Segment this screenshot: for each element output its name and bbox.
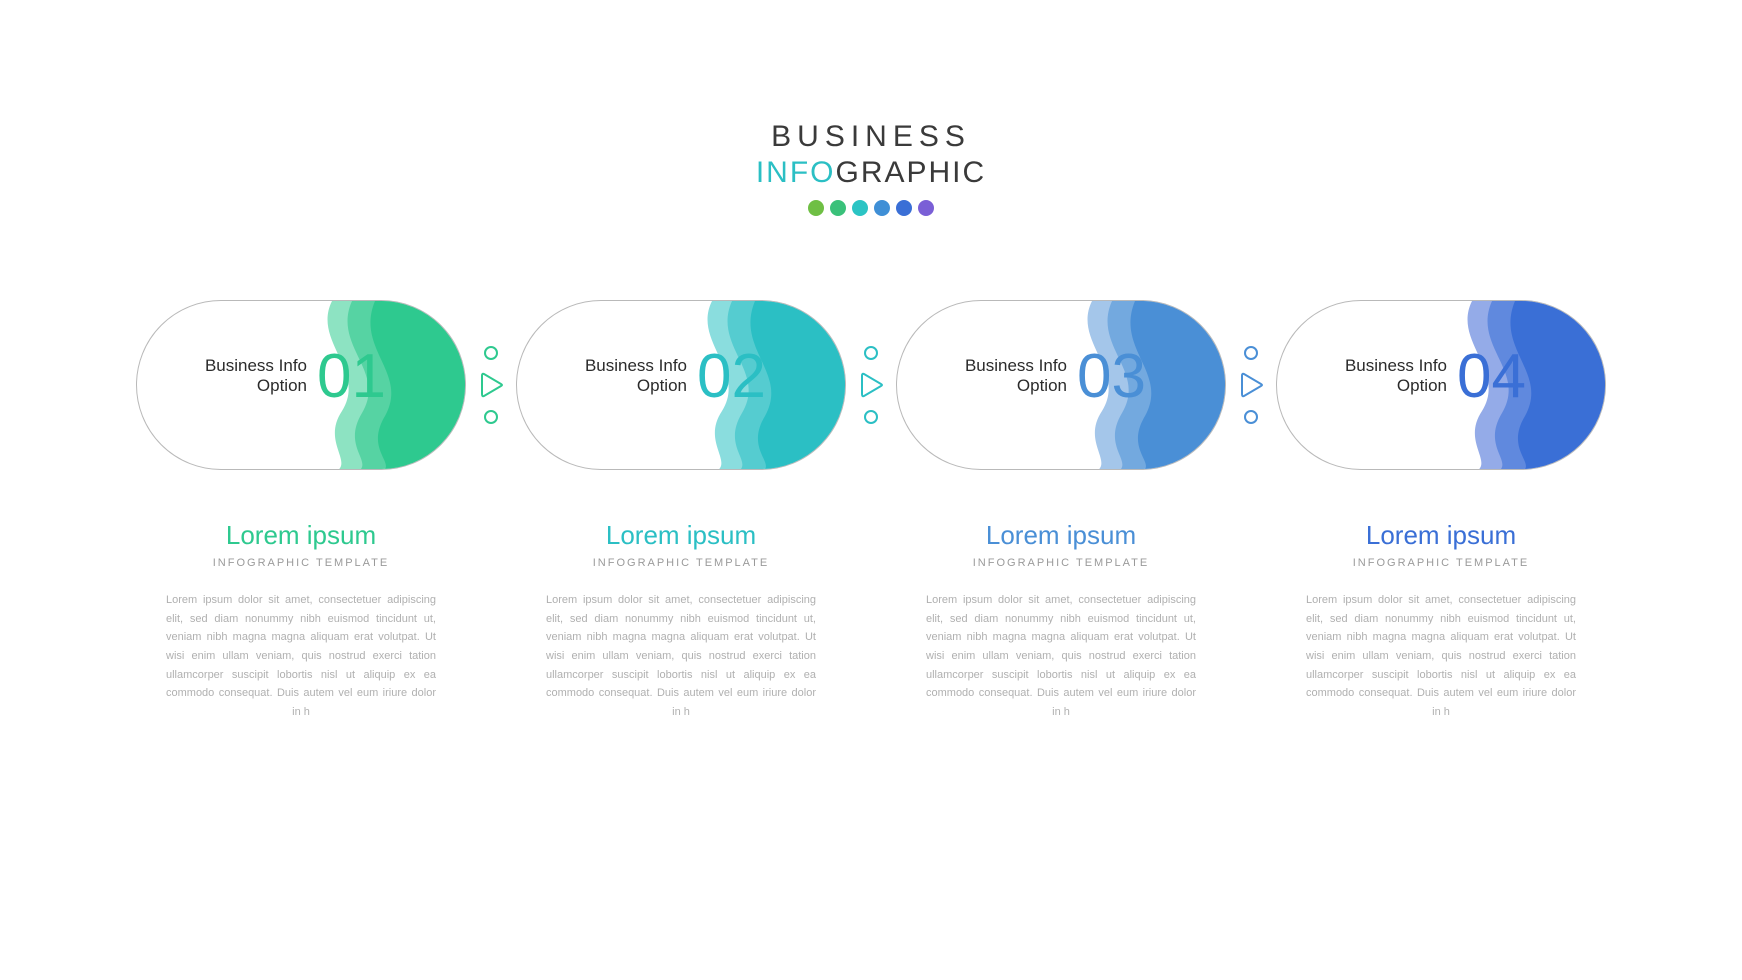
option-pill: Business Info Option 01 bbox=[136, 300, 466, 470]
block-subheading: INFOGRAPHIC TEMPLATE bbox=[136, 557, 466, 569]
block-subheading: INFOGRAPHIC TEMPLATE bbox=[516, 557, 846, 569]
block-body: Lorem ipsum dolor sit amet, consectetuer… bbox=[896, 591, 1226, 722]
header-dot bbox=[874, 200, 890, 216]
header-dot bbox=[808, 200, 824, 216]
pill-wrap: Business Info Option 03 bbox=[896, 300, 1226, 470]
connector-circle-icon bbox=[1244, 410, 1258, 424]
header: BUSINESS INFOGRAPHIC bbox=[0, 120, 1742, 216]
option-pill: Business Info Option 04 bbox=[1276, 300, 1606, 470]
pill-label-top: Business Info bbox=[1317, 356, 1447, 376]
pill-label-bottom: Option bbox=[937, 376, 1067, 396]
pill-label-top: Business Info bbox=[177, 356, 307, 376]
text-row: Lorem ipsum INFOGRAPHIC TEMPLATE Lorem i… bbox=[0, 520, 1742, 722]
pill-label: Business Info Option bbox=[937, 356, 1067, 396]
connector-triangle-icon bbox=[476, 370, 506, 400]
connector-circle-icon bbox=[864, 346, 878, 360]
pill-wrap: Business Info Option 02 bbox=[516, 300, 846, 470]
title-line2: INFOGRAPHIC bbox=[0, 156, 1742, 190]
pill-label: Business Info Option bbox=[1317, 356, 1447, 396]
block-heading: Lorem ipsum bbox=[1276, 520, 1606, 551]
pill-label: Business Info Option bbox=[177, 356, 307, 396]
pill-label-bottom: Option bbox=[557, 376, 687, 396]
block-heading: Lorem ipsum bbox=[516, 520, 846, 551]
option-pill: Business Info Option 02 bbox=[516, 300, 846, 470]
block-subheading: INFOGRAPHIC TEMPLATE bbox=[1276, 557, 1606, 569]
block-body: Lorem ipsum dolor sit amet, consectetuer… bbox=[1276, 591, 1606, 722]
block-subheading: INFOGRAPHIC TEMPLATE bbox=[896, 557, 1226, 569]
pill-label-bottom: Option bbox=[177, 376, 307, 396]
title-graphic: GRAPHIC bbox=[835, 156, 986, 189]
pill-number: 01 bbox=[317, 341, 386, 412]
header-dot bbox=[896, 200, 912, 216]
pill-number: 03 bbox=[1077, 341, 1146, 412]
block-body: Lorem ipsum dolor sit amet, consectetuer… bbox=[516, 591, 846, 722]
header-dot bbox=[918, 200, 934, 216]
pill-label-top: Business Info bbox=[937, 356, 1067, 376]
pill-wrap: Business Info Option 01 bbox=[136, 300, 466, 470]
infographic-canvas: BUSINESS INFOGRAPHIC Business Info Optio… bbox=[0, 0, 1742, 980]
connector-circle-icon bbox=[864, 410, 878, 424]
connector-circle-icon bbox=[484, 410, 498, 424]
block-body: Lorem ipsum dolor sit amet, consectetuer… bbox=[136, 591, 466, 722]
header-dot bbox=[852, 200, 868, 216]
pill-number: 04 bbox=[1457, 341, 1526, 412]
connector bbox=[846, 300, 896, 470]
title-line1: BUSINESS bbox=[0, 120, 1742, 154]
option-pill: Business Info Option 03 bbox=[896, 300, 1226, 470]
pill-wrap: Business Info Option 04 bbox=[1276, 300, 1606, 470]
text-block: Lorem ipsum INFOGRAPHIC TEMPLATE Lorem i… bbox=[136, 520, 466, 722]
block-heading: Lorem ipsum bbox=[136, 520, 466, 551]
title-info: INFO bbox=[756, 156, 836, 189]
connector bbox=[1226, 300, 1276, 470]
connector-triangle-icon bbox=[1236, 370, 1266, 400]
connector-circle-icon bbox=[484, 346, 498, 360]
header-dots bbox=[0, 200, 1742, 216]
text-block: Lorem ipsum INFOGRAPHIC TEMPLATE Lorem i… bbox=[516, 520, 846, 722]
pill-label-bottom: Option bbox=[1317, 376, 1447, 396]
text-block: Lorem ipsum INFOGRAPHIC TEMPLATE Lorem i… bbox=[896, 520, 1226, 722]
pill-label-top: Business Info bbox=[557, 356, 687, 376]
text-block: Lorem ipsum INFOGRAPHIC TEMPLATE Lorem i… bbox=[1276, 520, 1606, 722]
connector-circle-icon bbox=[1244, 346, 1258, 360]
connector bbox=[466, 300, 516, 470]
block-heading: Lorem ipsum bbox=[896, 520, 1226, 551]
pill-number: 02 bbox=[697, 341, 766, 412]
pill-label: Business Info Option bbox=[557, 356, 687, 396]
header-dot bbox=[830, 200, 846, 216]
pill-row: Business Info Option 01 Business Info Op… bbox=[0, 300, 1742, 470]
connector-triangle-icon bbox=[856, 370, 886, 400]
